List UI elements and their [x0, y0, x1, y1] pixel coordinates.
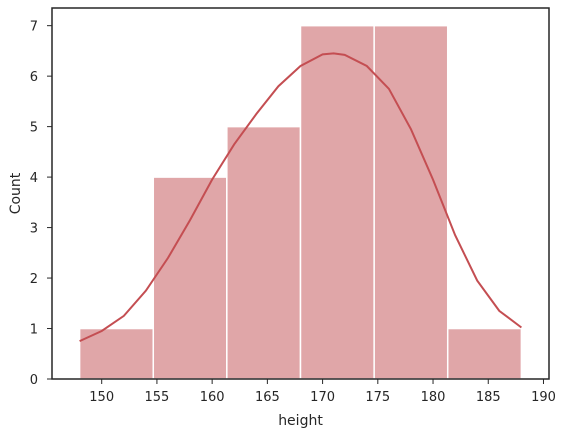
bars-group [78, 24, 523, 380]
y-axis: 0 1 2 3 4 5 6 7 [30, 20, 52, 388]
x-axis-label: height [278, 413, 323, 429]
x-axis: 150 155 160 165 170 175 180 185 190 [89, 379, 556, 405]
y-tick-label: 5 [30, 121, 38, 136]
y-axis-label: Count [8, 172, 24, 214]
histogram-bar [373, 24, 449, 380]
x-tick-label: 170 [310, 390, 335, 405]
y-tick-label: 4 [30, 171, 38, 186]
x-tick-label: 155 [145, 390, 170, 405]
y-tick-label: 6 [30, 70, 38, 85]
y-tick-label: 2 [30, 272, 38, 287]
histogram-bar [152, 176, 228, 380]
plot-frame [51, 7, 550, 380]
x-tick-label: 180 [421, 390, 446, 405]
x-tick-label: 160 [200, 390, 225, 405]
x-tick-label: 175 [365, 390, 390, 405]
x-tick-label: 165 [255, 390, 280, 405]
x-tick-label: 150 [89, 390, 114, 405]
histogram-bar [78, 327, 155, 380]
histogram-bar [299, 24, 375, 380]
y-tick-label: 3 [30, 222, 38, 237]
kde-curve [79, 52, 523, 343]
y-tick-label: 1 [30, 323, 38, 338]
x-tick-label: 190 [531, 390, 556, 405]
histogram-bar [446, 327, 523, 380]
y-tick-label: 0 [30, 373, 38, 388]
histogram-bar [226, 125, 302, 380]
x-tick-label: 185 [476, 390, 501, 405]
y-tick-label: 7 [30, 20, 38, 35]
